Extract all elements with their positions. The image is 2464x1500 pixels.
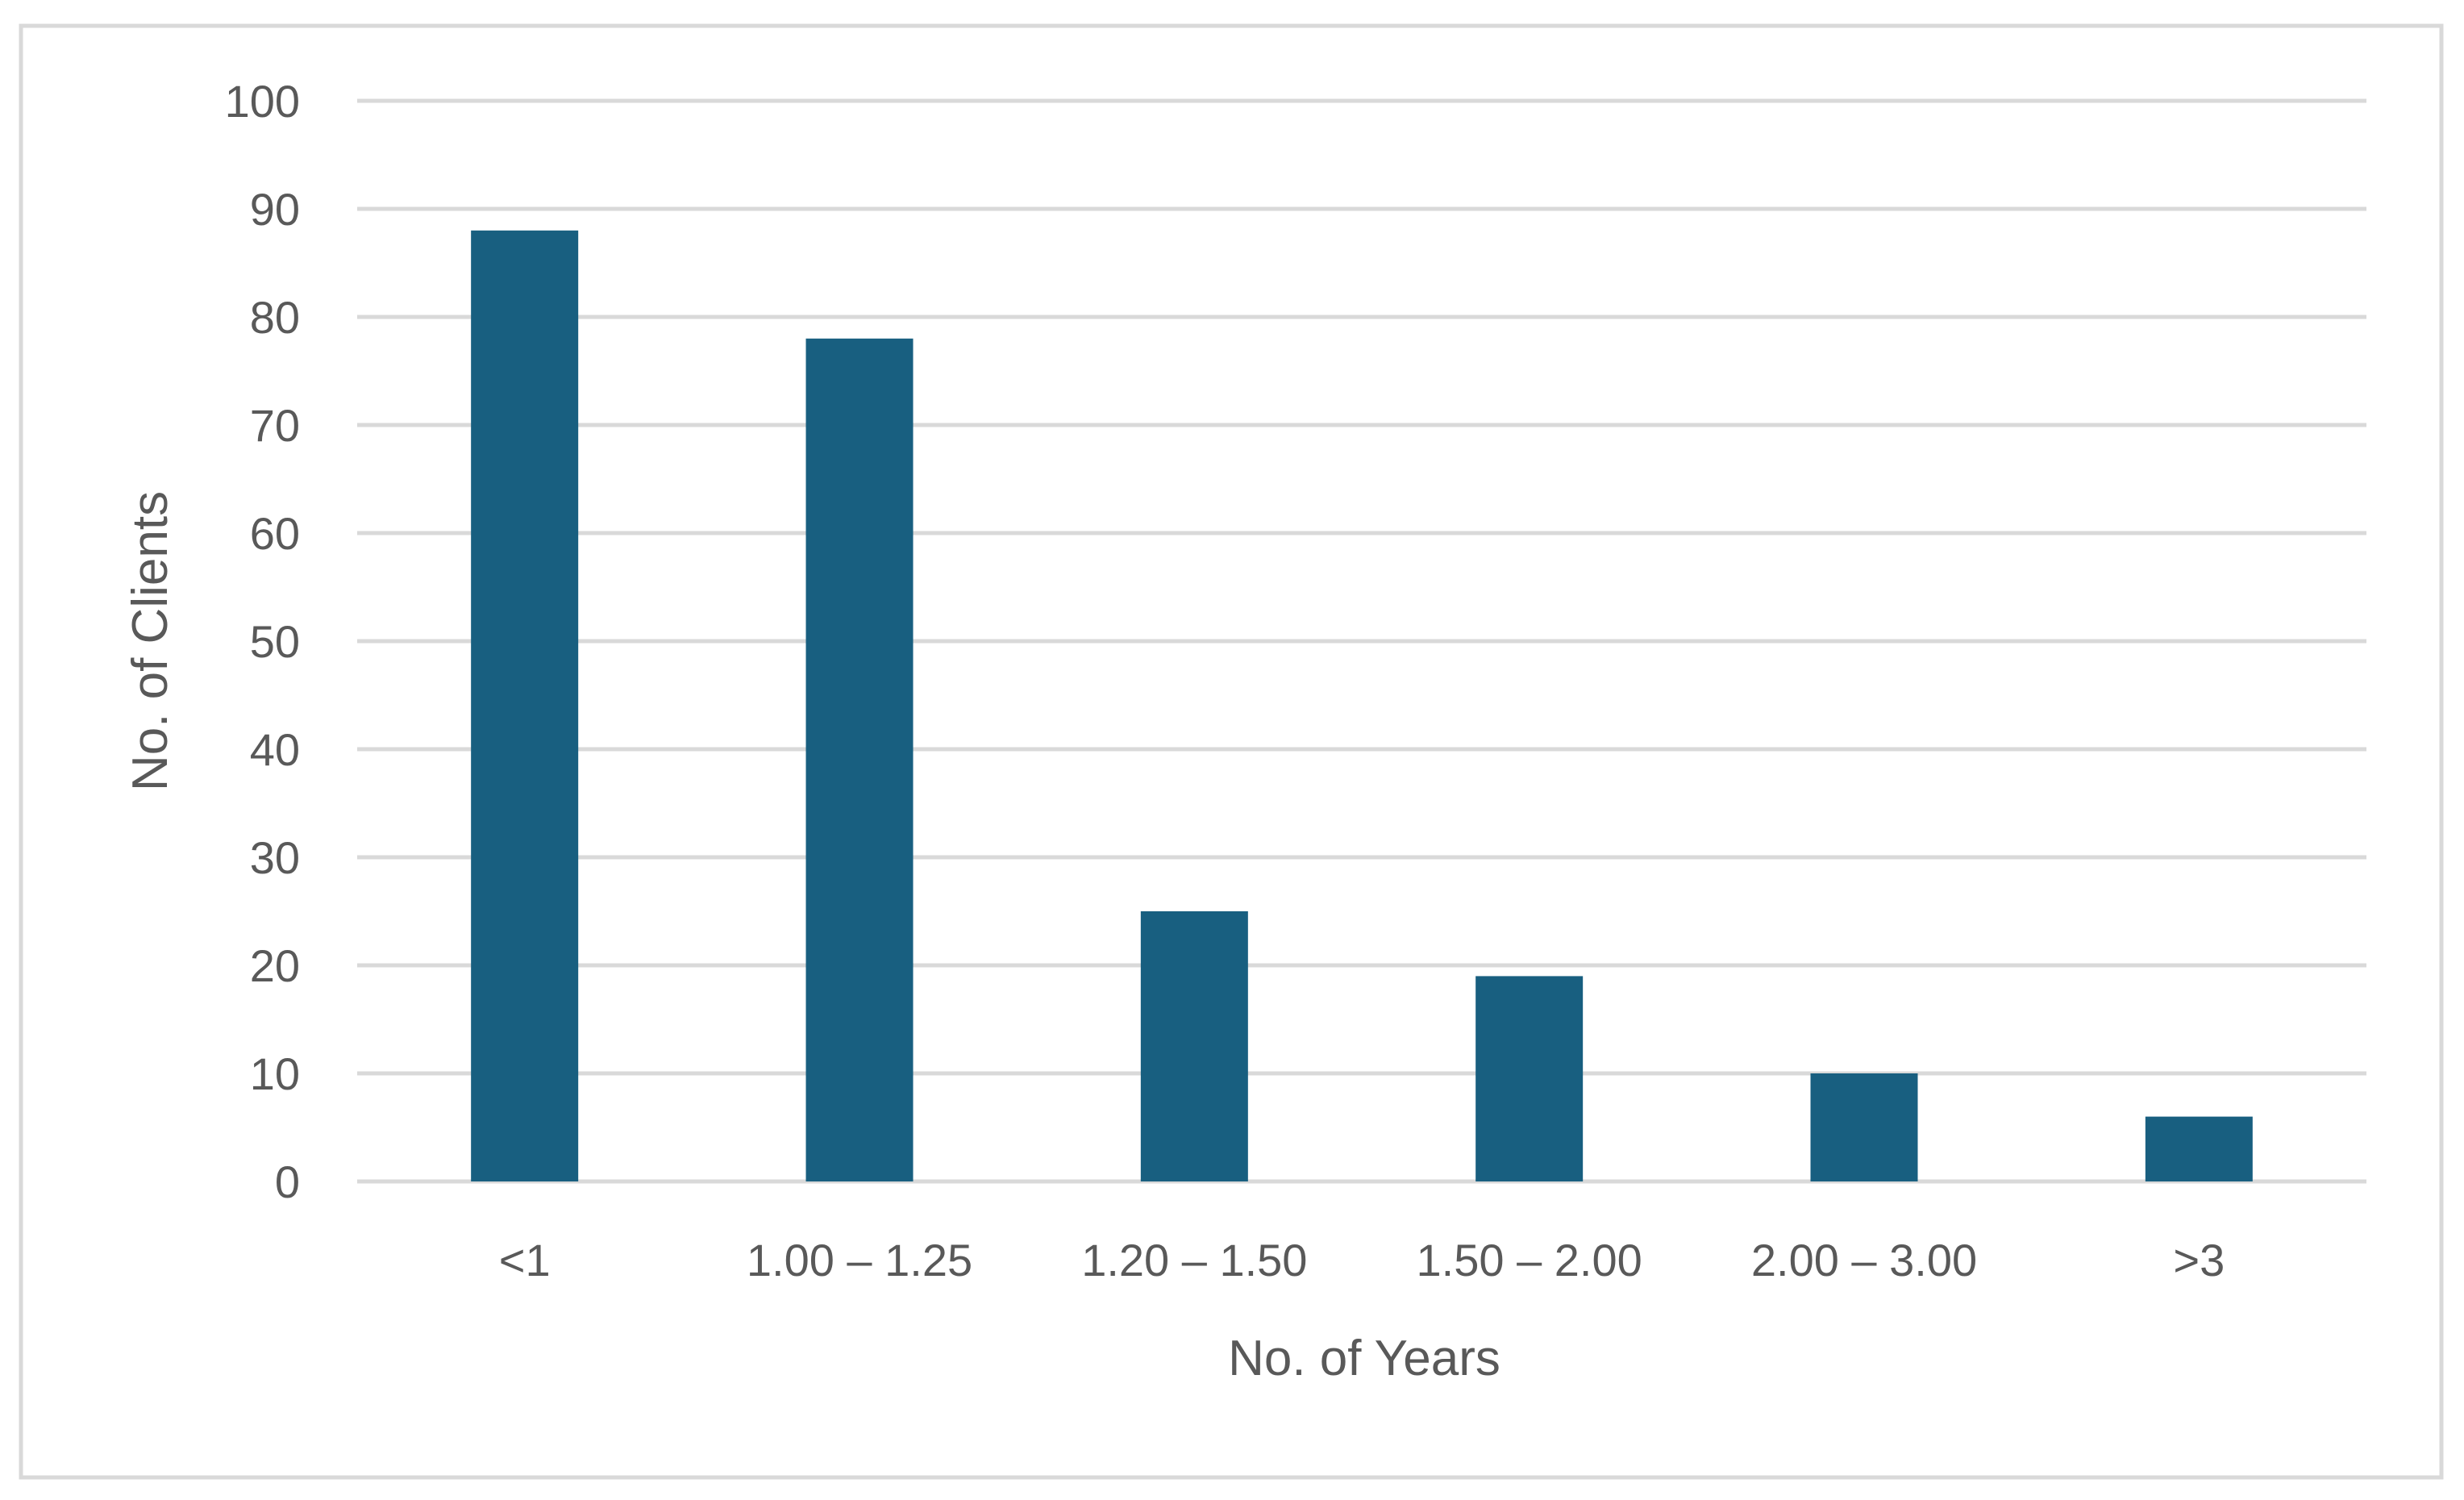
y-tick-label: 10 (250, 1048, 300, 1099)
x-tick-label: 1.50 – 2.00 (1417, 1235, 1642, 1285)
bar (2145, 1116, 2253, 1181)
bar (1475, 976, 1584, 1181)
bar (1140, 911, 1248, 1181)
bar (1810, 1073, 1918, 1181)
x-tick-label: >3 (2173, 1235, 2225, 1285)
x-tick-label: <1 (499, 1235, 551, 1285)
y-tick-label: 100 (225, 76, 300, 127)
y-tick-label: 30 (250, 832, 300, 883)
x-tick-label: 1.00 – 1.25 (747, 1235, 972, 1285)
y-axis-tick-labels: 0 10 20 30 40 50 60 70 80 90 100 (225, 76, 300, 1207)
y-tick-label: 80 (250, 292, 300, 343)
y-tick-label: 50 (250, 616, 300, 667)
chart-border (19, 23, 2444, 1480)
y-tick-label: 40 (250, 724, 300, 775)
bar (471, 230, 579, 1181)
bars (471, 230, 2253, 1181)
gridlines (357, 98, 2366, 1184)
y-axis-title: No. of Clients (123, 491, 178, 791)
y-tick-label: 20 (250, 940, 300, 991)
y-tick-label: 60 (250, 508, 300, 559)
x-axis-title: No. of Years (1228, 1331, 1500, 1386)
x-tick-label: 1.20 – 1.50 (1081, 1235, 1307, 1285)
y-tick-label: 0 (275, 1156, 300, 1207)
y-tick-label: 90 (250, 184, 300, 235)
x-tick-label: 2.00 – 3.00 (1751, 1235, 1977, 1285)
y-tick-label: 70 (250, 400, 300, 451)
x-axis-tick-labels: <1 1.00 – 1.25 1.20 – 1.50 1.50 – 2.00 2.00 … (499, 1235, 2225, 1285)
bar (805, 338, 914, 1181)
